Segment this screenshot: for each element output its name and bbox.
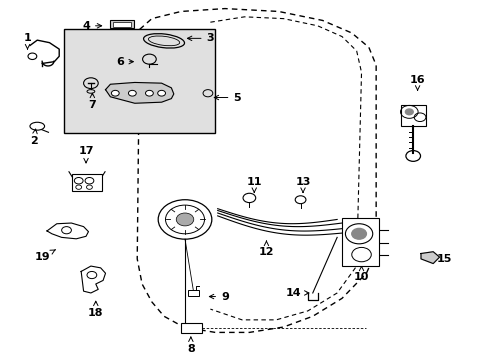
Text: 10: 10 (353, 266, 368, 282)
Circle shape (145, 90, 153, 96)
Circle shape (176, 213, 193, 226)
Text: 11: 11 (246, 177, 262, 193)
Polygon shape (81, 266, 105, 293)
Circle shape (128, 90, 136, 96)
Text: 9: 9 (209, 292, 228, 302)
Text: 5: 5 (214, 93, 241, 103)
Text: 18: 18 (88, 301, 103, 318)
Text: 1: 1 (23, 33, 31, 49)
Bar (400, 105, 425, 126)
Text: 3: 3 (187, 33, 214, 43)
Polygon shape (47, 223, 88, 239)
Bar (64, 30, 215, 134)
Text: 13: 13 (295, 177, 310, 193)
Text: 4: 4 (82, 21, 102, 31)
Text: 19: 19 (34, 250, 55, 262)
Circle shape (351, 228, 366, 239)
Text: 6: 6 (116, 57, 133, 67)
Text: 2: 2 (30, 129, 38, 146)
Polygon shape (420, 252, 439, 264)
Text: 12: 12 (258, 241, 274, 257)
Bar (72, 174, 102, 191)
Bar (113, 22, 131, 27)
Polygon shape (105, 82, 173, 103)
Bar (188, 290, 199, 296)
Circle shape (405, 109, 412, 115)
Circle shape (111, 90, 119, 96)
Bar (341, 218, 378, 266)
Text: 7: 7 (88, 93, 96, 111)
Bar (110, 20, 134, 28)
Text: 16: 16 (409, 75, 425, 90)
Circle shape (158, 90, 165, 96)
Text: 14: 14 (285, 288, 308, 298)
Text: 17: 17 (78, 146, 94, 163)
Text: 15: 15 (428, 254, 451, 264)
Bar (181, 323, 201, 333)
Text: 8: 8 (186, 337, 194, 354)
Circle shape (158, 200, 211, 239)
